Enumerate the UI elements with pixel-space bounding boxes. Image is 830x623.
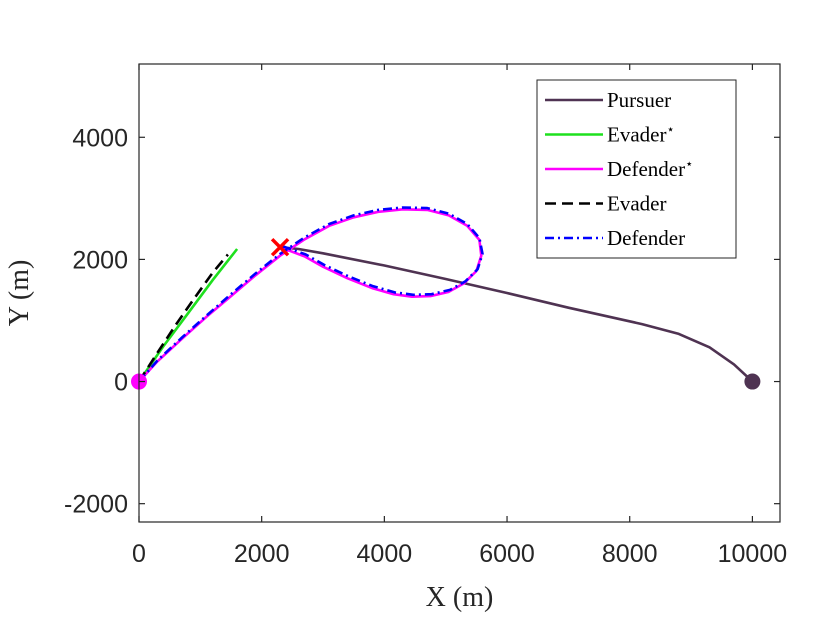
x-tick-label: 4000: [357, 540, 413, 568]
plot-frame: [138, 63, 781, 523]
series-line-defender: [138, 208, 483, 383]
legend-label: Evader⋆: [607, 122, 675, 147]
y-tick-label: -2000: [64, 491, 128, 519]
y-tick-label: 2000: [72, 246, 128, 274]
y-tick-label: 4000: [72, 124, 128, 152]
x-tick-label: 0: [132, 540, 146, 568]
y-tick-label: 0: [114, 369, 128, 397]
series-line-pursuer: [279, 245, 754, 383]
x-tick-label: 8000: [602, 540, 658, 568]
endpoint-marker: [744, 373, 761, 390]
y-axis-title: Y (m): [4, 260, 35, 327]
legend-label: Defender⋆: [607, 156, 693, 181]
x-axis-title: X (m): [426, 582, 494, 613]
x-tick-label: 6000: [479, 540, 535, 568]
legend-label: Defender: [607, 226, 685, 250]
legend-label: Evader: [607, 192, 666, 216]
x-tick-label: 2000: [234, 540, 290, 568]
legend-label: Pursuer: [607, 88, 671, 112]
series-line-evader: [137, 248, 239, 383]
x-tick-label: 10000: [718, 540, 788, 568]
series-line-defender: [138, 206, 484, 383]
series-layer: [137, 206, 754, 383]
legend: Pursuer Evader⋆ Defender⋆ Evader Defender: [536, 79, 737, 259]
capture-point-marker: [270, 237, 290, 257]
